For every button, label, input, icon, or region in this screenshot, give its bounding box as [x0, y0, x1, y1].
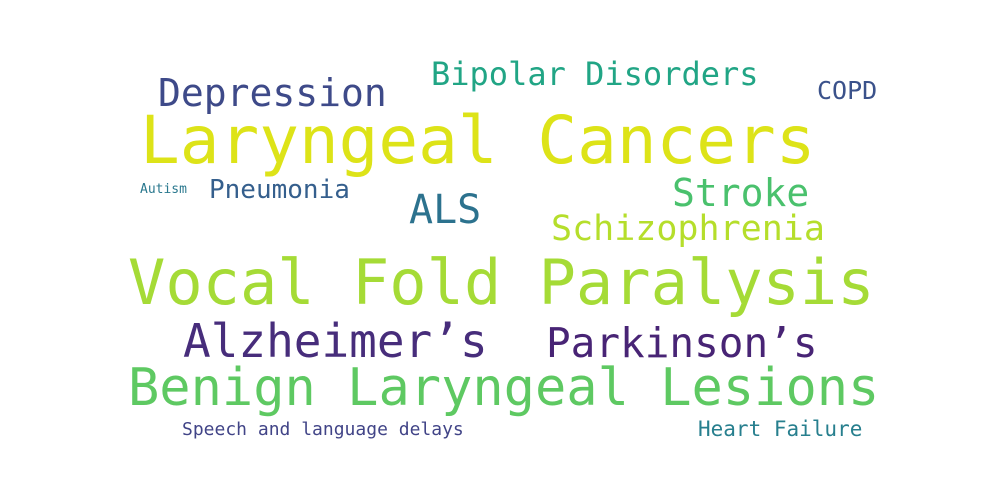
word-vocal-fold-paralysis: Vocal Fold Paralysis	[128, 246, 875, 319]
word-depression: Depression	[158, 71, 387, 115]
word-copd: COPD	[817, 76, 878, 105]
word-parkinsons: Parkinson’s	[546, 319, 818, 367]
word-benign-laryngeal-lesions: Benign Laryngeal Lesions	[128, 358, 880, 418]
word-speech-and-language-delays: Speech and language delays	[182, 419, 464, 440]
word-schizophrenia: Schizophrenia	[551, 209, 825, 249]
word-laryngeal-cancers: Laryngeal Cancers	[140, 102, 816, 179]
word-heart-failure: Heart Failure	[698, 417, 863, 441]
word-pneumonia: Pneumonia	[209, 175, 350, 205]
word-bipolar-disorders: Bipolar Disorders	[431, 55, 759, 93]
word-als: ALS	[409, 187, 482, 233]
word-autism: Autism	[140, 182, 187, 197]
word-alzheimers: Alzheimer’s	[183, 314, 488, 368]
word-stroke: Stroke	[672, 171, 810, 215]
